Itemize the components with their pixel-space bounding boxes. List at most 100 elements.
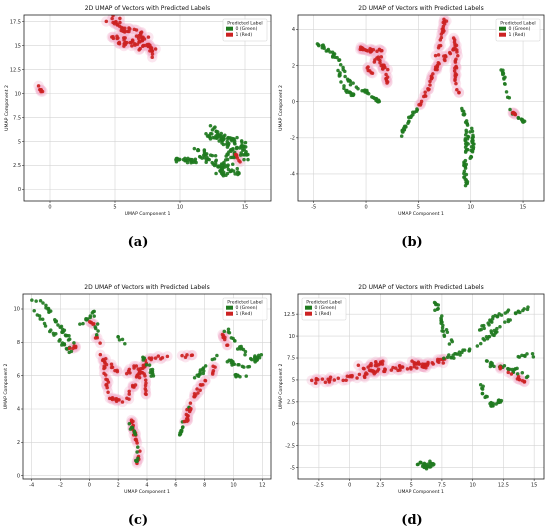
point-red: [412, 360, 417, 365]
y-tick-label: 6: [17, 373, 20, 379]
point-red: [122, 44, 126, 48]
legend-entry: 0 (Green): [315, 305, 337, 311]
point-red: [418, 103, 423, 107]
point-green: [241, 144, 245, 148]
point-green: [229, 155, 233, 160]
x-tick-label: 10: [177, 205, 183, 211]
point-green: [149, 374, 153, 378]
point-green: [242, 157, 246, 162]
point-green: [136, 445, 140, 449]
x-axis-label: UMAP Component 1: [125, 211, 171, 217]
point-green: [337, 74, 342, 78]
point-red: [104, 382, 109, 387]
point-green: [215, 353, 219, 358]
point-red: [435, 359, 440, 364]
point-green: [58, 337, 62, 342]
point-red: [196, 391, 200, 395]
point-green: [225, 164, 230, 169]
point-red: [188, 401, 193, 405]
legend-swatch-red: [499, 32, 506, 37]
point-green: [508, 107, 512, 112]
point-green: [521, 120, 526, 124]
point-red: [165, 354, 170, 359]
point-green: [469, 154, 473, 159]
point-red: [98, 341, 102, 345]
point-green: [234, 372, 238, 377]
point-green: [506, 318, 511, 322]
point-green: [232, 137, 236, 142]
point-red: [386, 67, 390, 72]
point-red: [415, 366, 419, 370]
point-green: [482, 326, 486, 331]
panel-b: 2D UMAP of Vectors with Predicted Labels…: [278, 5, 545, 217]
point-green: [488, 401, 492, 406]
point-red: [147, 356, 152, 360]
point-red: [362, 366, 366, 371]
point-green: [133, 432, 138, 437]
point-red: [98, 352, 103, 357]
point-red: [102, 366, 106, 371]
point-red: [355, 376, 359, 380]
x-tick-label: -2.5: [314, 483, 324, 489]
point-green: [64, 334, 68, 338]
point-red: [144, 392, 148, 397]
point-green: [213, 125, 217, 129]
point-red: [455, 50, 459, 54]
point-red: [183, 355, 188, 360]
point-red: [442, 19, 447, 24]
point-red: [350, 373, 354, 378]
point-red: [140, 37, 144, 41]
panel-c: 2D UMAP of Vectors with Predicted Labels…: [3, 284, 272, 495]
point-red: [222, 337, 227, 342]
point-red: [110, 16, 114, 21]
point-green: [219, 171, 224, 176]
point-red: [117, 398, 121, 402]
point-red: [115, 23, 120, 27]
point-green: [418, 461, 423, 465]
point-green: [59, 324, 64, 329]
point-red: [140, 370, 145, 375]
point-green: [188, 157, 193, 162]
point-red: [364, 48, 369, 53]
point-red: [309, 378, 314, 383]
point-green: [481, 384, 485, 388]
point-red: [509, 372, 514, 376]
point-green: [471, 142, 476, 146]
point-green: [84, 317, 88, 321]
point-green: [246, 152, 250, 157]
point-green: [253, 356, 257, 360]
point-green: [211, 162, 215, 166]
point-red: [365, 66, 370, 70]
point-green: [495, 326, 499, 331]
point-green: [186, 156, 190, 161]
point-green: [243, 145, 248, 149]
point-red: [143, 378, 148, 382]
point-green: [183, 159, 187, 163]
point-green: [501, 71, 505, 75]
point-red: [428, 83, 432, 87]
point-red: [186, 414, 190, 418]
point-green: [177, 157, 181, 162]
point-red: [67, 346, 72, 351]
point-green: [454, 352, 458, 356]
point-green: [222, 329, 227, 334]
y-tick-label: 12.5: [284, 312, 295, 318]
y-axis-label: UMAP Component 2: [278, 85, 284, 131]
point-red: [457, 91, 461, 95]
point-red: [381, 359, 385, 364]
point-red: [118, 20, 122, 25]
point-green: [238, 347, 243, 351]
point-green: [225, 139, 230, 144]
point-red: [147, 42, 151, 47]
point-green: [463, 166, 468, 170]
point-green: [502, 82, 507, 86]
point-red: [182, 419, 187, 424]
point-red: [134, 438, 139, 443]
point-red: [104, 19, 109, 24]
point-green: [502, 363, 507, 368]
point-green: [521, 308, 525, 313]
point-red: [144, 381, 148, 385]
y-tick-label: 12.5: [10, 67, 21, 73]
point-green: [432, 462, 436, 467]
